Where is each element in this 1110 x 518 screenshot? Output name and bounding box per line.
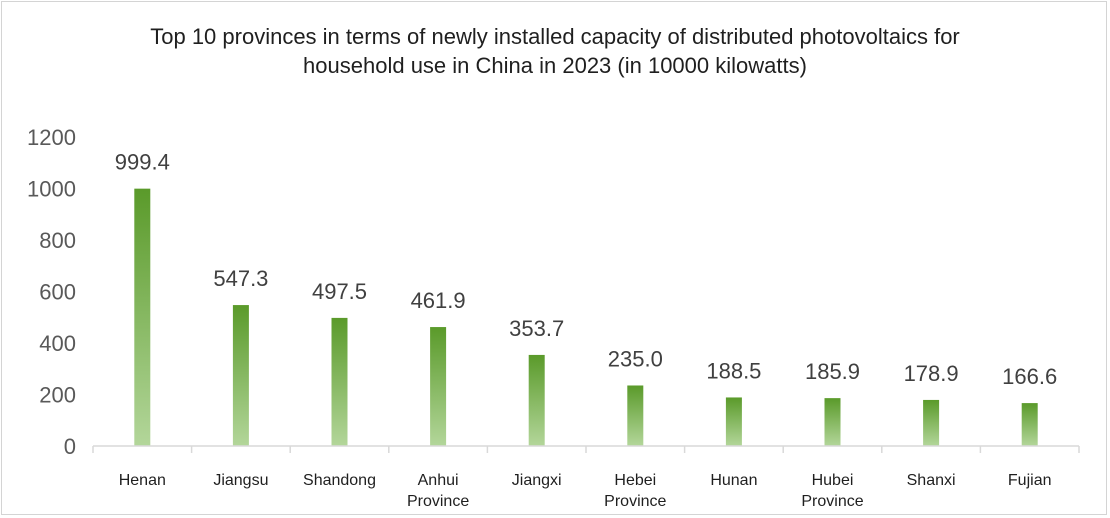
data-label: 235.0 <box>608 346 663 371</box>
x-tick-label: Jiangsu <box>213 472 268 489</box>
x-axis: Henan Jiangsu Shandong Anhui Province Jiangxi… <box>92 445 1080 510</box>
x-tick-label: Henan <box>119 472 166 489</box>
y-tick-label: 1200 <box>27 125 76 150</box>
bar <box>528 354 545 446</box>
x-tick-label: Shandong <box>303 472 376 489</box>
x-tick-label: Fujian <box>1008 472 1052 489</box>
x-tick-label: Hebei Province <box>604 472 666 510</box>
data-label: 999.4 <box>115 150 170 175</box>
data-label: 461.9 <box>411 288 466 313</box>
bar <box>923 399 940 446</box>
y-tick-label: 1000 <box>27 177 76 202</box>
bar <box>725 397 742 446</box>
data-label: 166.6 <box>1002 364 1057 389</box>
data-label: 178.9 <box>904 361 959 386</box>
y-tick-label: 200 <box>39 383 76 408</box>
bar <box>430 327 447 446</box>
bar <box>824 398 841 446</box>
chart-title: Top 10 provinces in terms of newly insta… <box>0 22 1110 80</box>
bar <box>232 305 249 446</box>
y-tick-label: 800 <box>39 228 76 253</box>
bar <box>1021 403 1038 446</box>
data-label: 547.3 <box>213 266 268 291</box>
y-tick-label: 600 <box>39 280 76 305</box>
data-label: 497.5 <box>312 279 367 304</box>
x-tick-label: Jiangxi <box>512 472 562 489</box>
bar <box>134 188 151 447</box>
data-label: 353.7 <box>509 316 564 341</box>
x-tick-label: Hunan <box>710 472 757 489</box>
y-axis: 0 200 400 600 800 1000 1200 <box>27 125 76 459</box>
chart-title-line-1: Top 10 provinces in terms of newly insta… <box>150 24 960 49</box>
chart-title-line-2: household use in China in 2023 (in 10000… <box>303 53 807 78</box>
data-label: 185.9 <box>805 359 860 384</box>
x-tick-label: Shanxi <box>907 472 956 489</box>
bars: 999.4 547.3 497.5 461.9 353.7 235.0 188.5 185.9… <box>115 150 1057 447</box>
y-tick-label: 400 <box>39 331 76 356</box>
x-tick-label: Anhui Province <box>407 472 469 510</box>
bar <box>331 317 348 446</box>
y-tick-label: 0 <box>64 434 76 459</box>
data-label: 188.5 <box>706 358 761 383</box>
x-tick-label: Hubei Province <box>801 472 863 510</box>
bar <box>627 385 644 446</box>
